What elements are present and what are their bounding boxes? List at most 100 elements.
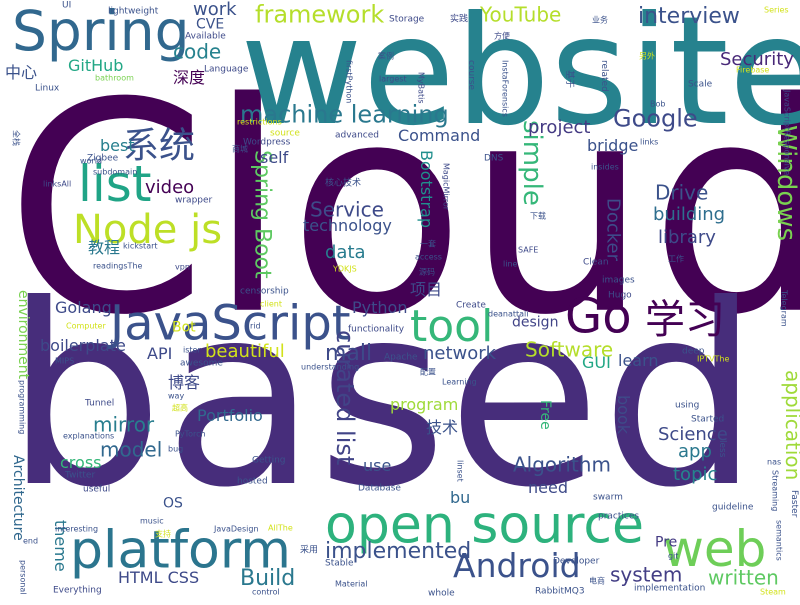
cloud-word: list xyxy=(78,155,151,213)
cloud-word: ister xyxy=(183,346,201,355)
cloud-word: Zigbee xyxy=(87,153,119,163)
cloud-word: work xyxy=(193,0,237,20)
cloud-word: 技术 xyxy=(426,418,458,437)
cloud-word: rid xyxy=(250,322,261,331)
cloud-word: kickstart xyxy=(123,242,158,251)
cloud-word: Docker xyxy=(602,198,623,262)
cloud-word: framework xyxy=(255,1,384,29)
cloud-word: Storage xyxy=(389,14,425,24)
cloud-word: 支持 xyxy=(155,529,171,539)
cloud-word: book xyxy=(614,395,633,435)
cloud-word: boilerplate xyxy=(40,336,126,355)
cloud-word: SAFE xyxy=(518,246,538,255)
cloud-word: Apache xyxy=(384,352,418,362)
cloud-word: program xyxy=(390,395,458,414)
cloud-word: Software xyxy=(525,337,613,361)
cloud-word: Clean xyxy=(583,257,609,267)
cloud-word: MagicMirror xyxy=(441,163,450,211)
cloud-word: Bob xyxy=(650,100,665,109)
cloud-word: 教程 xyxy=(88,238,120,257)
cloud-word: beautiful xyxy=(205,341,285,362)
cloud-word: curated list xyxy=(331,330,359,465)
cloud-word: source xyxy=(270,128,300,138)
cloud-word: theme xyxy=(51,520,70,572)
cloud-word: 方便 xyxy=(494,31,510,41)
cloud-word: DNS xyxy=(484,153,504,163)
cloud-word: Tunnel xyxy=(84,398,114,408)
cloud-word: Portfolio xyxy=(197,406,263,425)
cloud-word: insides xyxy=(591,163,619,172)
cloud-word: technology xyxy=(303,216,392,235)
cloud-word: linksAll xyxy=(43,180,71,189)
cloud-word: mirror xyxy=(93,412,155,436)
cloud-word: InstaForensics xyxy=(500,60,509,117)
cloud-word: environment xyxy=(15,290,31,380)
cloud-word: 基于 xyxy=(564,70,576,88)
cloud-word: use xyxy=(363,456,391,475)
cloud-word: Science xyxy=(658,424,728,445)
cloud-word: 项目 xyxy=(410,280,442,299)
cloud-word: subdomain xyxy=(93,168,137,177)
cloud-word: Service xyxy=(310,197,384,221)
cloud-word: Node js xyxy=(73,207,222,253)
cloud-word: machine learning xyxy=(240,101,449,129)
cloud-word: JavaScript xyxy=(107,295,351,351)
cloud-word: platform xyxy=(70,521,291,581)
cloud-word: client xyxy=(260,300,282,309)
cloud-word: 案例 xyxy=(378,51,394,61)
cloud-word: app xyxy=(678,441,712,462)
cloud-word: YDKJS xyxy=(332,265,357,274)
cloud-word: Hugo xyxy=(608,290,632,300)
cloud-word: firstPython xyxy=(344,60,353,103)
cloud-word: awesome xyxy=(180,358,223,368)
cloud-word: Spring Boot xyxy=(250,150,275,279)
cloud-word: guideline xyxy=(712,502,754,512)
cloud-word: cross xyxy=(60,453,101,472)
cloud-word: using xyxy=(675,400,699,410)
cloud-word: bug xyxy=(168,445,183,454)
cloud-word: GitHub xyxy=(68,56,123,75)
cloud-word: implementation xyxy=(634,583,705,593)
cloud-word: Cloud xyxy=(5,42,800,379)
cloud-word: Bootstrap xyxy=(417,150,436,228)
cloud-word: web xyxy=(663,520,766,578)
cloud-word: Pre xyxy=(655,534,677,550)
cloud-word: tool xyxy=(410,301,493,352)
cloud-word: Twitter xyxy=(64,470,95,480)
cloud-word: largest xyxy=(379,75,407,84)
cloud-word: Available xyxy=(185,31,226,41)
cloud-word: MyBatis xyxy=(416,72,425,104)
cloud-word: swarm xyxy=(593,492,623,502)
cloud-word: 配置 xyxy=(420,368,436,377)
cloud-word: 中心 xyxy=(5,63,37,82)
cloud-word: MIPS xyxy=(55,357,74,366)
cloud-word: JavaDesign xyxy=(213,525,259,534)
cloud-word: 源码 xyxy=(419,268,435,277)
cloud-word: website xyxy=(240,0,800,159)
cloud-word: useful xyxy=(83,484,110,494)
cloud-word: Stable xyxy=(325,558,354,568)
cloud-word: restrictions xyxy=(237,118,282,127)
cloud-word: video xyxy=(145,177,194,198)
cloud-word: 实践 xyxy=(450,12,468,24)
cloud-word: Everything xyxy=(53,585,102,595)
cloud-word: whole xyxy=(428,588,455,598)
cloud-word: images xyxy=(602,275,635,285)
cloud-word: 博客 xyxy=(168,373,200,392)
cloud-word: Spring xyxy=(12,0,190,63)
cloud-word: Security xyxy=(720,49,794,70)
cloud-word: data xyxy=(325,242,366,263)
cloud-word: Computer xyxy=(66,322,106,331)
cloud-word: nas xyxy=(767,458,781,467)
cloud-word: IPTVThe xyxy=(697,355,730,364)
cloud-word: interesting xyxy=(55,525,98,534)
cloud-word: learn xyxy=(618,351,659,370)
cloud-word: programming xyxy=(17,380,26,434)
cloud-word: RabbitMQ3 xyxy=(535,586,585,596)
cloud-word: code xyxy=(173,39,221,63)
cloud-word: links xyxy=(640,138,658,147)
cloud-word: Firebase xyxy=(736,66,769,75)
cloud-word: deep xyxy=(682,346,705,356)
cloud-word: 工作 xyxy=(668,254,684,264)
cloud-word: OS xyxy=(163,495,183,511)
